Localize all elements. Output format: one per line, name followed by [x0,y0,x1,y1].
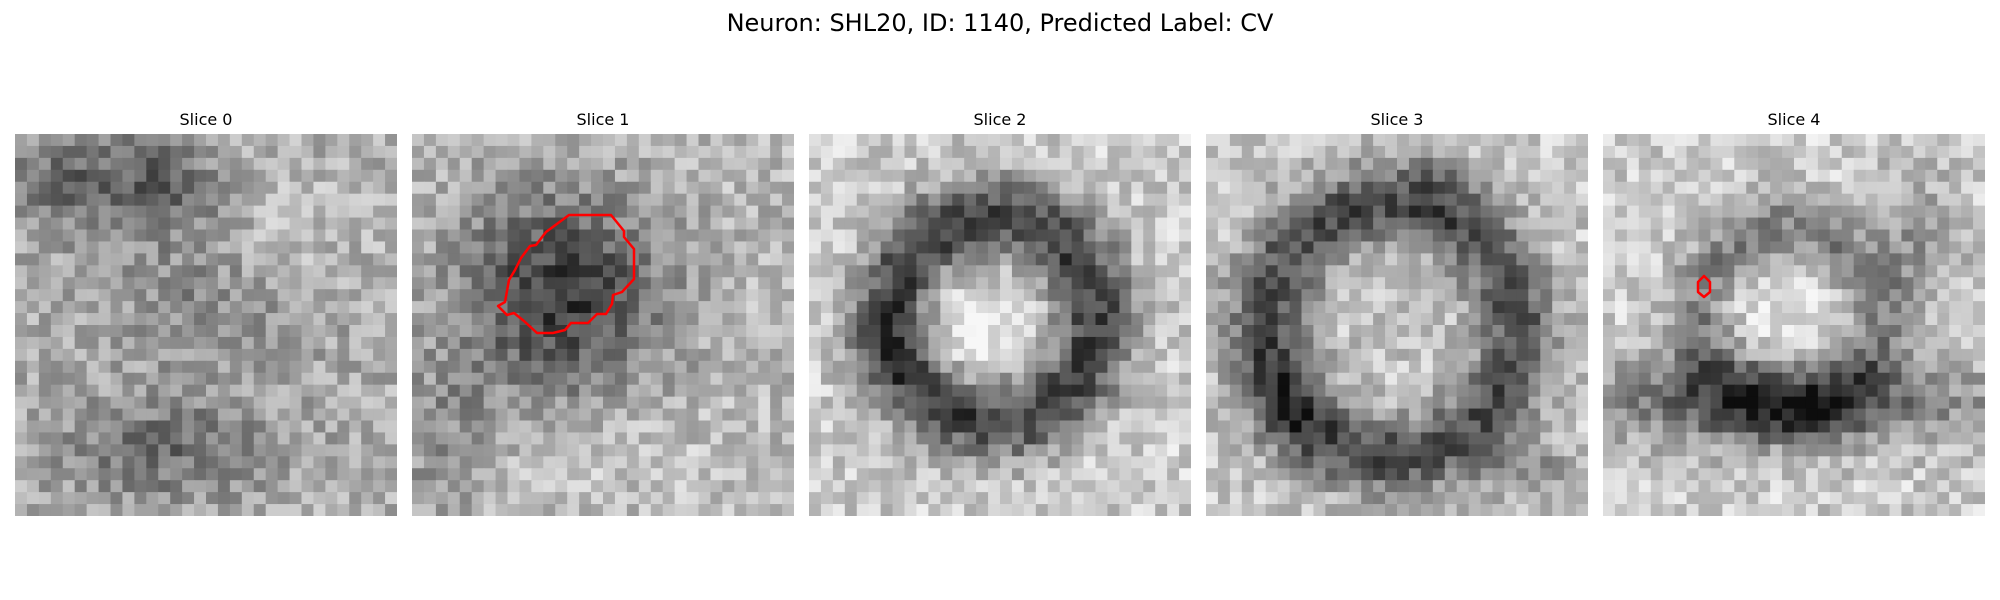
slice-title-3: Slice 3 [1370,110,1424,129]
figure-title: Neuron: SHL20, ID: 1140, Predicted Label… [726,9,1274,37]
slice-panel-3: Slice 3 [1206,110,1588,520]
slice-panel-2: Slice 2 [809,110,1191,520]
segmentation-contour-4 [1696,274,1712,299]
slice-image-2 [809,134,1191,516]
slice-title-0: Slice 0 [179,110,233,129]
segmentation-contour-1 [496,213,636,335]
slice-title-4: Slice 4 [1767,110,1821,129]
slice-image-3 [1206,134,1588,516]
slice-panel-4: Slice 4 [1603,110,1985,520]
slice-image-4 [1603,134,1985,516]
slice-panel-0: Slice 0 [15,110,397,520]
slice-title-2: Slice 2 [973,110,1027,129]
slice-image-0 [15,134,397,516]
slice-title-1: Slice 1 [576,110,630,129]
slice-image-1 [412,134,794,516]
slice-panel-1: Slice 1 [412,110,794,520]
